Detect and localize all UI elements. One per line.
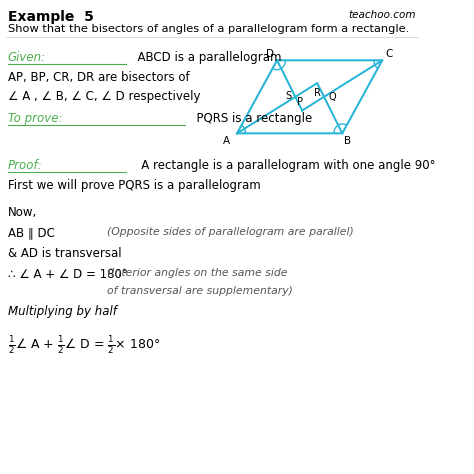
Text: S: S [285,91,291,101]
Text: B: B [345,136,352,146]
Text: Multiplying by half: Multiplying by half [8,305,117,319]
Text: Proof:: Proof: [8,159,42,172]
Text: Given:: Given: [8,51,46,64]
Text: A rectangle is a parallelogram with one angle 90°: A rectangle is a parallelogram with one … [130,159,436,172]
Text: AB ∥ DC: AB ∥ DC [8,227,55,240]
Text: Show that the bisectors of angles of a parallelogram form a rectangle.: Show that the bisectors of angles of a p… [8,24,409,34]
Text: ∠ A , ∠ B, ∠ C, ∠ D respectively: ∠ A , ∠ B, ∠ C, ∠ D respectively [8,90,200,102]
Text: First we will prove PQRS is a parallelogram: First we will prove PQRS is a parallelog… [8,179,260,192]
Text: C: C [386,49,393,59]
Text: Now,: Now, [8,206,37,219]
Text: & AD is transversal: & AD is transversal [8,247,121,260]
Text: A: A [223,136,230,146]
Text: ∴ ∠ A + ∠ D = 180°: ∴ ∠ A + ∠ D = 180° [8,268,128,281]
Text: PQRS is a rectangle: PQRS is a rectangle [189,112,312,125]
Text: R: R [314,88,320,98]
Text: ABCD is a parallelogram: ABCD is a parallelogram [130,51,282,64]
Text: teachoo.com: teachoo.com [348,10,416,20]
Text: Q: Q [328,92,336,102]
Text: D: D [265,49,273,59]
Text: To prove:: To prove: [8,112,62,125]
Text: AP, BP, CR, DR are bisectors of: AP, BP, CR, DR are bisectors of [8,71,189,83]
Text: (Interior angles on the same side: (Interior angles on the same side [107,268,287,278]
Text: $\frac{1}{2}$$\angle$ A + $\frac{1}{2}$$\angle$ D = $\frac{1}{2}$$\times$ 180°: $\frac{1}{2}$$\angle$ A + $\frac{1}{2}$$… [8,334,160,356]
Text: P: P [297,97,303,107]
Text: of transversal are supplementary): of transversal are supplementary) [107,286,292,296]
Text: Example  5: Example 5 [8,10,93,24]
Text: (Opposite sides of parallelogram are parallel): (Opposite sides of parallelogram are par… [107,227,353,237]
